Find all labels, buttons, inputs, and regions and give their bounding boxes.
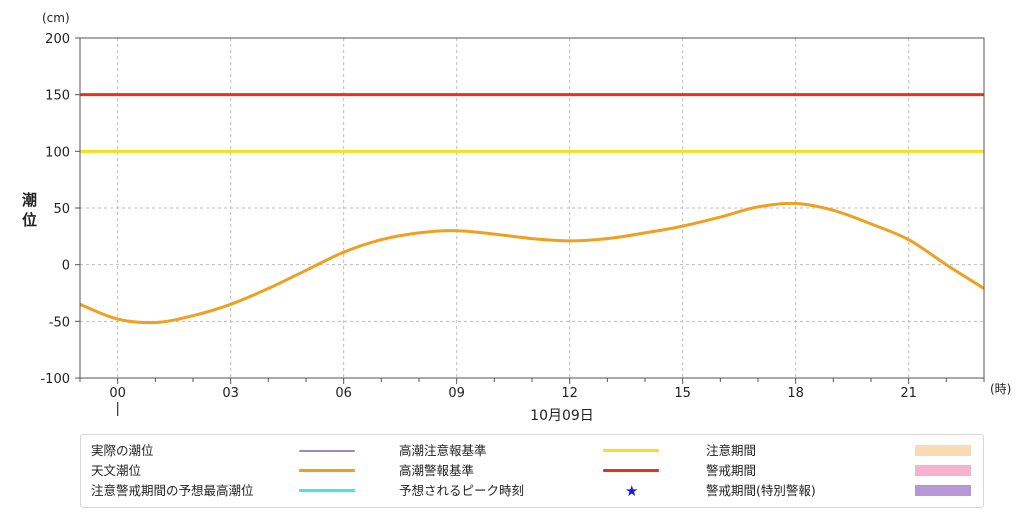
series-line [79, 201, 985, 325]
legend-line-swatch [603, 449, 659, 452]
legend-box-swatch [915, 485, 971, 496]
x-tick-label: 18 [787, 386, 804, 401]
y-tick-label: -50 [49, 315, 70, 330]
legend-item: 実際の潮位 [81, 442, 981, 460]
legend-line-swatch [603, 469, 659, 472]
y-tick-label: 150 [45, 89, 70, 104]
legend-label: 天文潮位 [91, 463, 142, 478]
legend-box-swatch [915, 445, 971, 456]
series-layer [79, 201, 985, 325]
x-tick-label: 06 [335, 386, 352, 401]
x-tick-label: 00 [109, 386, 126, 401]
x-tick-label: 12 [561, 386, 578, 401]
legend-label: 高潮警報基準 [399, 463, 475, 478]
legend-item: 予想されるピーク時刻 ★ [81, 482, 981, 500]
x-tick-label: 21 [900, 386, 917, 401]
y-tick-label: 50 [53, 202, 70, 217]
x-tick-label: 03 [222, 386, 239, 401]
y-tick-label: 200 [45, 32, 70, 47]
star-icon: ★ [625, 482, 639, 500]
grid [80, 38, 984, 378]
legend-item: 注意期間 [81, 442, 981, 460]
legend-label: 実際の潮位 [91, 443, 154, 458]
y-axis-label: 潮位 [22, 191, 37, 229]
legend-label: 警戒期間 [706, 463, 757, 478]
legend-item: 高潮警報基準 [81, 462, 981, 480]
legend-line-swatch [299, 469, 355, 472]
tide-chart: 200 150 100 50 0 -50 -100 00 03 06 09 12 15 18 21 (cm)… [22, 11, 1011, 424]
y-tick-label: 0 [62, 259, 70, 274]
legend-item: 警戒期間(特別警報) [81, 482, 981, 500]
legend-line-swatch [299, 450, 355, 452]
legend-label: 高潮注意報基準 [399, 443, 487, 458]
date-label: 10月09日 [530, 408, 594, 424]
x-tick-label: 09 [448, 386, 465, 401]
y-unit-label: (cm) [42, 11, 70, 25]
legend-label: 注意期間 [706, 443, 757, 458]
legend-label: 注意警戒期間の予想最高潮位 [91, 483, 254, 498]
x-tick-label: 15 [674, 386, 691, 401]
reference-lines [80, 93, 984, 153]
legend-label: 警戒期間(特別警報) [706, 483, 816, 498]
legend-item: 警戒期間 [81, 462, 981, 480]
legend-item: 天文潮位 [81, 462, 981, 480]
legend-box-swatch [915, 465, 971, 476]
y-tick-label: -100 [40, 372, 70, 387]
y-tick-label: 100 [45, 145, 70, 160]
axes: 200 150 100 50 0 -50 -100 00 03 06 09 12 15 18 21 [40, 32, 985, 416]
legend-line-swatch [299, 489, 355, 492]
legend-label: 予想されるピーク時刻 [399, 483, 525, 498]
legend-item: 高潮注意報基準 [81, 442, 981, 460]
y-axis-label-char: 位 [22, 211, 37, 229]
legend: 実際の潮位 高潮注意報基準 注意期間天文潮位 高潮警報基準 警戒期間注意警戒期間の予想最… [80, 434, 984, 508]
y-axis-label-char: 潮 [22, 191, 37, 209]
x-unit-label: (時) [990, 382, 1011, 396]
legend-item: 注意警戒期間の予想最高潮位 [81, 482, 981, 500]
